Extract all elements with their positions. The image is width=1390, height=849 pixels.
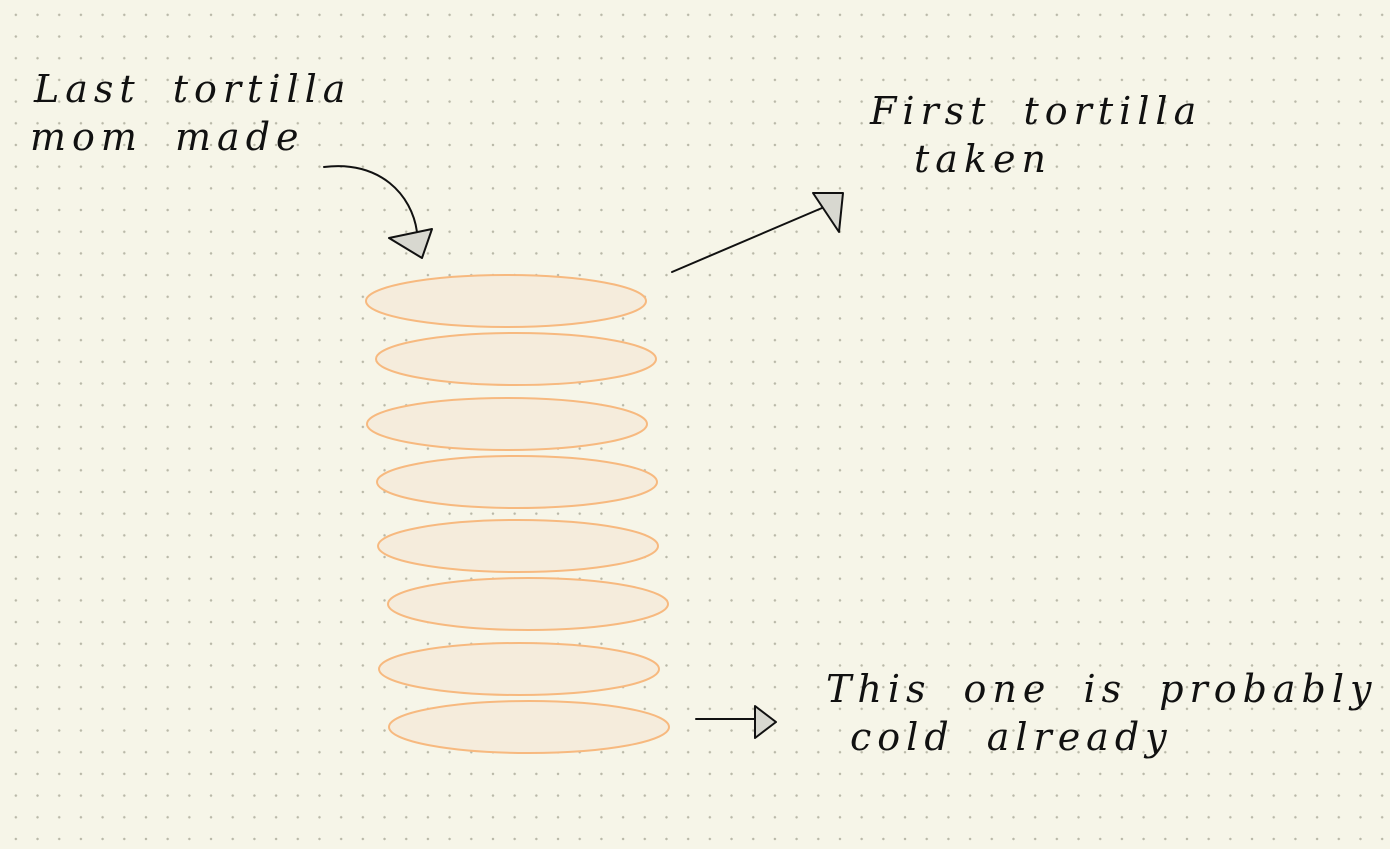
- arrow-first-tortilla: [671, 192, 844, 273]
- arrow-cold: [695, 705, 777, 739]
- arrow-first-tortilla-shaft: [671, 207, 823, 273]
- annotation-cold: This one is probably cold already: [826, 666, 1378, 761]
- tortilla-8: [388, 700, 670, 754]
- tortilla-5: [377, 519, 659, 573]
- tortilla-1: [365, 274, 647, 328]
- tortilla-4: [376, 455, 658, 509]
- arrow-first-tortilla-head: [812, 192, 844, 233]
- tortilla-stack: [365, 274, 670, 754]
- annotation-last-tortilla-line2: mom made: [30, 114, 305, 159]
- tortilla-7: [378, 642, 660, 696]
- annotation-cold-line1: This one is probably: [826, 667, 1378, 711]
- tortilla-6: [387, 577, 669, 631]
- arrow-cold-head: [754, 705, 777, 739]
- annotation-last-tortilla-line1: Last tortilla: [34, 67, 352, 111]
- annotation-first-tortilla: First tortilla taken: [870, 88, 1202, 183]
- arrow-last-tortilla: [323, 165, 433, 259]
- tortilla-3: [366, 397, 648, 451]
- tortilla-2: [375, 332, 657, 386]
- annotation-first-tortilla-line1: First tortilla: [870, 89, 1203, 133]
- arrow-last-tortilla-head: [388, 228, 433, 259]
- annotation-cold-line2: cold already: [850, 714, 1173, 759]
- annotation-first-tortilla-line2: taken: [914, 136, 1052, 181]
- arrow-last-tortilla-shaft: [323, 165, 418, 233]
- annotation-last-tortilla: Last tortilla mom made: [30, 66, 352, 161]
